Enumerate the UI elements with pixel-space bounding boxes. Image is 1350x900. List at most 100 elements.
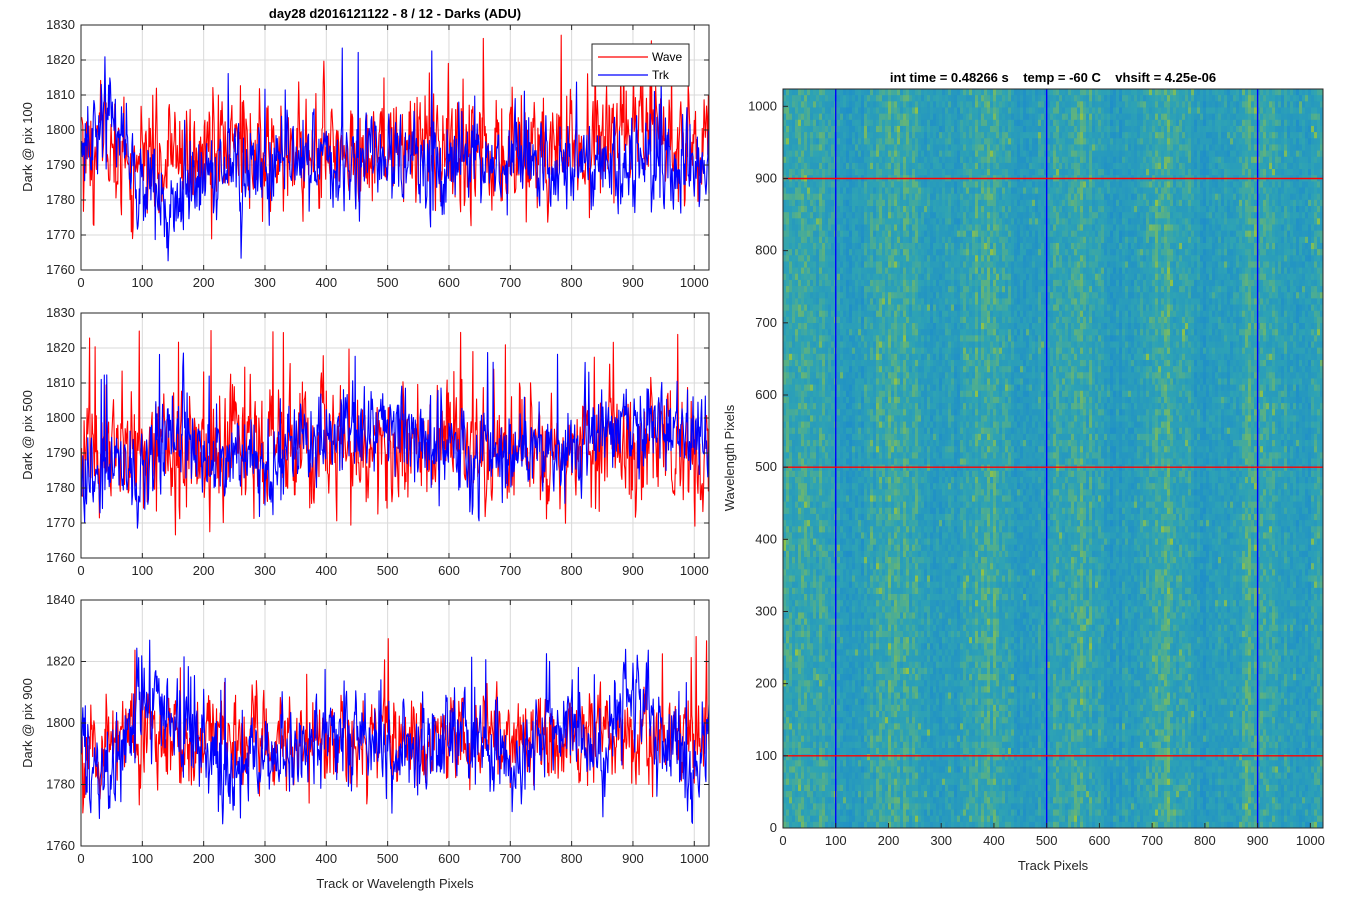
heatmap-cell — [825, 114, 828, 121]
heatmap-cell — [831, 120, 834, 127]
heatmap-cell — [786, 810, 789, 817]
heatmap-cell — [888, 649, 891, 656]
heatmap-cell — [786, 163, 789, 170]
heatmap-cell — [789, 594, 792, 601]
heatmap-cell — [867, 360, 870, 367]
heatmap-cell — [804, 409, 807, 416]
heatmap-cell — [786, 391, 789, 398]
heatmap-cell — [810, 483, 813, 490]
heatmap-cell — [846, 268, 849, 275]
heatmap-cell — [873, 385, 876, 392]
heatmap-cell — [900, 206, 903, 213]
heatmap-cell — [885, 224, 888, 231]
heatmap-cell — [816, 360, 819, 367]
heatmap-cell — [783, 144, 786, 151]
heatmap-cell — [861, 656, 864, 663]
heatmap-cell — [861, 231, 864, 238]
heatmap-cell — [855, 188, 858, 195]
heatmap-cell — [876, 773, 879, 780]
heatmap-cell — [825, 797, 828, 804]
heatmap-cell — [792, 268, 795, 275]
heatmap-cell — [831, 619, 834, 626]
heatmap-cell — [825, 409, 828, 416]
heatmap-cell — [792, 816, 795, 823]
heatmap-cell — [861, 89, 864, 96]
heatmap-cell — [843, 557, 846, 564]
heatmap-cell — [888, 526, 891, 533]
heatmap-cell — [837, 569, 840, 576]
heatmap-cell — [828, 323, 831, 330]
heatmap-cell — [849, 797, 852, 804]
heatmap-cell — [792, 563, 795, 570]
heatmap-cell — [885, 391, 888, 398]
heatmap-cell — [813, 766, 816, 773]
heatmap-cell — [828, 582, 831, 589]
heatmap-cell — [813, 107, 816, 114]
heatmap-cell — [783, 255, 786, 262]
heatmap-cell — [822, 286, 825, 293]
heatmap-cell — [798, 212, 801, 219]
heatmap-cell — [843, 465, 846, 472]
heatmap-cell — [855, 514, 858, 521]
heatmap-cell — [885, 459, 888, 466]
x-tick-label: 1000 — [680, 275, 709, 290]
heatmap-cell — [873, 132, 876, 139]
heatmap-cell — [795, 341, 798, 348]
heatmap-cell — [882, 520, 885, 527]
heatmap-cell — [816, 378, 819, 385]
heatmap-cell — [858, 255, 861, 262]
heatmap-cell — [876, 705, 879, 712]
heatmap-cell — [867, 274, 870, 281]
heatmap-cell — [828, 409, 831, 416]
heatmap-cell — [843, 649, 846, 656]
heatmap-cell — [861, 520, 864, 527]
heatmap-cell — [807, 631, 810, 638]
heatmap-cell — [846, 391, 849, 398]
heatmap-cell — [852, 360, 855, 367]
heatmap-cell — [828, 588, 831, 595]
heatmap-cell — [813, 514, 816, 521]
heatmap-cell — [867, 723, 870, 730]
heatmap-cell — [885, 625, 888, 632]
heatmap-cell — [783, 422, 786, 429]
heatmap-cell — [855, 305, 858, 312]
heatmap-cell — [813, 101, 816, 108]
heatmap-cell — [897, 360, 900, 367]
heatmap-cell — [795, 822, 798, 829]
heatmap-cell — [801, 428, 804, 435]
heatmap-cell — [804, 360, 807, 367]
heatmap-cell — [825, 495, 828, 502]
heatmap-cell — [849, 434, 852, 441]
heatmap-cell — [840, 446, 843, 453]
heatmap-cell — [864, 366, 867, 373]
heatmap-cell — [795, 766, 798, 773]
heatmap-cell — [846, 348, 849, 355]
heatmap-cell — [816, 200, 819, 207]
heatmap-cell — [897, 606, 900, 613]
heatmap-cell — [894, 471, 897, 478]
heatmap-cell — [858, 415, 861, 422]
heatmap-cell — [798, 686, 801, 693]
heatmap-cell — [882, 440, 885, 447]
heatmap-cell — [894, 354, 897, 361]
heatmap-cell — [864, 686, 867, 693]
heatmap-cell — [894, 705, 897, 712]
heatmap-cell — [885, 329, 888, 336]
heatmap-cell — [873, 779, 876, 786]
heatmap-cell — [843, 502, 846, 509]
heatmap-cell — [885, 255, 888, 262]
heatmap-cell — [837, 200, 840, 207]
heatmap-cell — [861, 452, 864, 459]
heatmap-cell — [891, 791, 894, 798]
heatmap-cell — [801, 280, 804, 287]
heatmap-cell — [876, 810, 879, 817]
heatmap-cell — [849, 298, 852, 305]
heatmap-cell — [894, 612, 897, 619]
heatmap-cell — [837, 459, 840, 466]
heatmap-cell — [870, 459, 873, 466]
heatmap-cell — [873, 489, 876, 496]
heatmap-cell — [789, 656, 792, 663]
heatmap-cell — [810, 237, 813, 244]
heatmap-cell — [846, 643, 849, 650]
heatmap-cell — [870, 477, 873, 484]
